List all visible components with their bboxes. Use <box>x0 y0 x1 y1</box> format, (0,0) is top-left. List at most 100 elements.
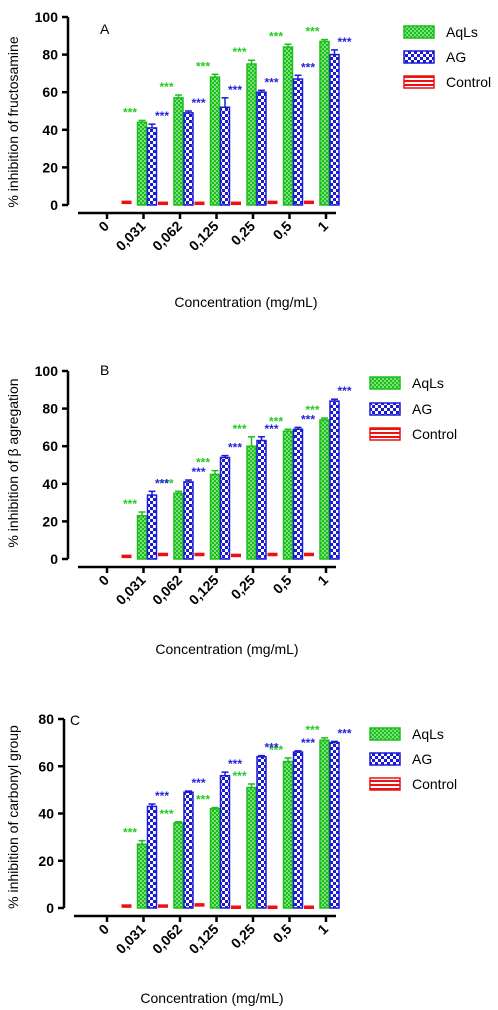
x-ticks: 0 0,031 0,062 0,125 0,25 0,5 1 <box>95 567 331 608</box>
x-tick-label: 0,5 <box>270 921 295 946</box>
bar-ag <box>219 774 231 909</box>
bar-control <box>121 554 132 559</box>
significance-label-ag: *** <box>301 412 315 426</box>
x-tick-label: 0 <box>95 218 112 235</box>
bar-control <box>304 905 314 909</box>
bar-control <box>304 552 314 557</box>
y-tick-label: 0 <box>46 900 54 916</box>
y-tick-label: 60 <box>42 84 58 100</box>
legend-label-ag: AG <box>412 751 432 767</box>
y-axis-title: % inhibition of fructosamine <box>5 36 21 207</box>
legend-label-control: Control <box>412 776 457 792</box>
y-tick-label: 80 <box>42 401 58 417</box>
legend-label-aqls: AqLs <box>412 375 444 391</box>
significance-label-aqls: *** <box>159 80 173 94</box>
bar-ag <box>292 78 304 206</box>
panel-label: B <box>100 362 109 378</box>
y-tick-label: 20 <box>38 853 54 869</box>
x-tick-label: 0,25 <box>228 921 259 952</box>
significance-label-ag: *** <box>264 422 278 436</box>
bar-ag <box>146 127 158 206</box>
x-axis-title: Concentration (mg/mL) <box>174 294 317 310</box>
y-tick-label: 20 <box>42 159 58 175</box>
significance-label-ag: *** <box>191 96 205 110</box>
bars: ************************************ <box>121 384 352 560</box>
significance-label-aqls: *** <box>305 403 319 417</box>
x-axis-title: Concentration (mg/mL) <box>155 641 298 657</box>
x-tick-label: 1 <box>314 218 331 235</box>
bar-ag <box>183 112 194 206</box>
bar-aqls <box>173 97 184 206</box>
significance-label-ag: *** <box>228 441 242 455</box>
legend-label-ag: AG <box>412 401 432 417</box>
bar-ag <box>146 494 158 560</box>
bar-aqls <box>209 76 221 206</box>
significance-label-ag: *** <box>264 741 278 755</box>
y-ticks: 0 20 40 60 80 <box>38 711 64 916</box>
y-ticks: 0 20 40 60 80 100 <box>35 363 68 567</box>
bar-aqls <box>282 46 294 206</box>
x-tick-label: 0,5 <box>270 572 295 597</box>
bar-aqls <box>246 786 257 909</box>
bar-control <box>158 904 168 908</box>
x-tick-label: 0,031 <box>113 572 149 608</box>
bar-aqls <box>319 419 330 560</box>
y-tick-label: 0 <box>50 551 58 567</box>
bar-aqls <box>209 473 221 560</box>
x-tick-label: 0,25 <box>228 218 259 249</box>
bar-aqls <box>319 40 330 206</box>
significance-label-ag: *** <box>264 75 278 89</box>
bar-control <box>304 200 314 205</box>
significance-label-aqls: *** <box>196 456 210 470</box>
axes <box>66 17 336 215</box>
significance-label-ag: *** <box>191 465 205 479</box>
legend-swatch-aqls <box>369 376 401 390</box>
bar-ag <box>256 91 267 206</box>
y-tick-label: 40 <box>42 476 58 492</box>
x-ticks: 0 0,031 0,062 0,125 0,25 0,5 1 <box>95 213 331 254</box>
bar-ag <box>256 756 267 909</box>
x-ticks: 0 0,031 0,062 0,125 0,25 0,5 1 <box>95 916 331 957</box>
legend: AqLs AG Control <box>369 726 457 792</box>
bar-aqls <box>173 822 184 909</box>
y-tick-label: 60 <box>42 438 58 454</box>
significance-label-ag: *** <box>191 776 205 790</box>
x-tick-label: 0,031 <box>113 218 149 254</box>
significance-label-aqls: *** <box>269 29 283 43</box>
bar-control <box>121 200 132 205</box>
x-tick-label: 0,062 <box>149 572 185 608</box>
x-tick-label: 0 <box>95 572 112 589</box>
bar-aqls <box>173 492 184 560</box>
panel-label: A <box>100 21 110 37</box>
significance-label-aqls: *** <box>159 807 173 821</box>
chart-panel-c: C % inhibition of carbonyl group Concent… <box>5 711 457 1006</box>
significance-label-aqls: *** <box>305 723 319 737</box>
significance-label-ag: *** <box>228 757 242 771</box>
y-tick-label: 40 <box>38 806 54 822</box>
significance-label-ag: *** <box>301 60 315 74</box>
legend-swatch-control <box>403 75 435 89</box>
bar-ag <box>183 481 194 560</box>
bar-control <box>194 201 205 206</box>
y-tick-label: 80 <box>42 47 58 63</box>
x-tick-label: 0,125 <box>186 218 222 254</box>
bar-aqls <box>136 843 148 909</box>
significance-label-aqls: *** <box>196 793 210 807</box>
bar-control <box>194 903 205 907</box>
bar-ag <box>292 428 304 560</box>
axes <box>66 371 336 569</box>
bar-aqls <box>209 808 221 909</box>
bar-control <box>231 201 241 206</box>
significance-label-aqls: *** <box>123 826 137 840</box>
bar-control <box>231 553 241 558</box>
significance-label-ag: *** <box>155 476 169 490</box>
x-tick-label: 0,031 <box>113 921 149 957</box>
panel-label: C <box>70 712 80 728</box>
significance-label-aqls: *** <box>305 25 319 39</box>
chart-panel-b: B % inhibition of β agregation Concentra… <box>5 362 457 657</box>
bar-control <box>267 552 278 557</box>
bar-ag <box>256 439 267 560</box>
significance-label-ag: *** <box>155 109 169 123</box>
legend-label-ag: AG <box>446 49 466 65</box>
legend-label-aqls: AqLs <box>446 24 478 40</box>
